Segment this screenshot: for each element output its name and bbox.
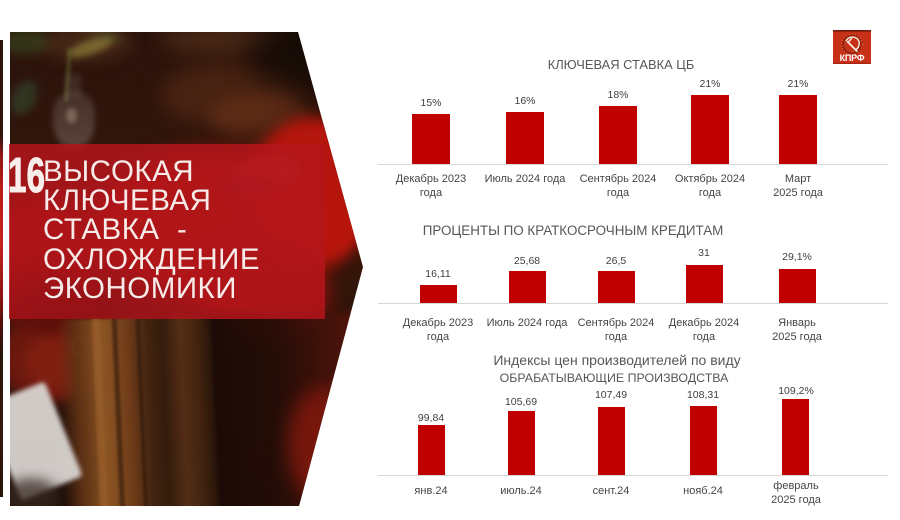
- svg-text:КПРФ: КПРФ: [840, 53, 865, 63]
